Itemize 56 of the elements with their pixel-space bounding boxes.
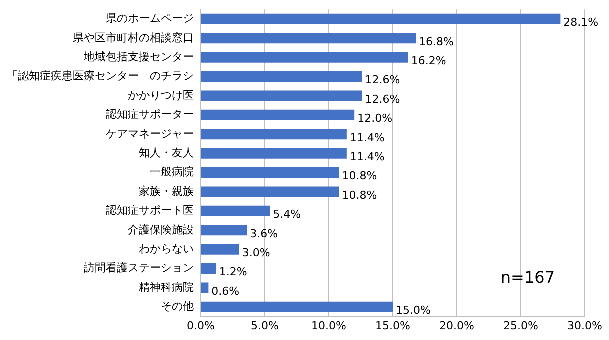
- data-label: 16.2%: [411, 54, 446, 68]
- bar: [202, 14, 561, 24]
- data-label: 10.8%: [342, 188, 378, 202]
- bar: [202, 110, 355, 120]
- bar: [202, 33, 416, 44]
- data-label: 12.0%: [358, 112, 393, 126]
- y-tick-label: 県や区市町村の相談窓口: [73, 31, 194, 44]
- bar: [202, 186, 340, 198]
- bar: [202, 302, 393, 312]
- x-tick-label: 15.0%: [376, 319, 410, 332]
- data-label: 11.4%: [350, 150, 385, 164]
- y-tick-label: 知人・友人: [139, 146, 194, 160]
- y-tick-label: 地域包括支援センター: [83, 50, 194, 64]
- x-tick-label: 5.0%: [251, 319, 279, 332]
- bar: [202, 244, 240, 255]
- y-tick-label: 介護保険施設: [128, 223, 194, 236]
- bar: [202, 52, 408, 63]
- data-label: 3.0%: [242, 246, 270, 260]
- y-tick-label: かかりつけ医: [128, 88, 194, 102]
- bar: [202, 72, 362, 82]
- bar: [202, 90, 362, 102]
- x-tick-label: 0.0%: [187, 319, 215, 332]
- y-tick-label: 認知症サポート医: [106, 204, 194, 218]
- data-label: 15.0%: [396, 304, 431, 318]
- annotation: n=167: [500, 268, 555, 287]
- x-tick-label: 20.0%: [440, 319, 474, 332]
- bar: [202, 129, 347, 140]
- x-tick-label: 10.0%: [312, 319, 346, 332]
- bar: [202, 168, 340, 178]
- y-tick-label: その他: [161, 300, 194, 314]
- data-label: 1.2%: [219, 266, 248, 279]
- y-tick-label: 認知症サポーター: [106, 108, 194, 122]
- y-tick-label: 精神科病院: [139, 280, 194, 294]
- y-tick-label: 「認知症疾患医療センター」のチラシ: [7, 70, 194, 83]
- y-tick-label: 一般病院: [150, 166, 194, 179]
- bar: [202, 225, 248, 236]
- data-label: 16.8%: [419, 35, 454, 48]
- data-label: 0.6%: [212, 284, 240, 298]
- bar: [202, 282, 209, 294]
- y-tick-label: 訪問看護ステーション: [84, 262, 194, 275]
- y-tick-label: 県のホームページ: [106, 12, 194, 26]
- data-label: 11.4%: [350, 131, 385, 144]
- data-label: 12.6%: [365, 92, 400, 106]
- y-tick-label: ケアマネージャー: [106, 127, 194, 140]
- bar: [202, 206, 270, 216]
- data-label: 10.8%: [342, 170, 378, 183]
- data-label: 5.4%: [273, 208, 302, 222]
- data-label: 3.6%: [250, 227, 278, 240]
- x-tick-label: 25.0%: [504, 319, 538, 332]
- bar: [202, 148, 347, 159]
- bar: [202, 264, 216, 274]
- x-tick-label: 30.0%: [568, 319, 602, 332]
- y-tick-label: わからない: [139, 242, 194, 256]
- data-label: 12.6%: [365, 74, 400, 87]
- data-label: 28.1%: [564, 16, 599, 30]
- y-tick-label: 家族・親族: [139, 184, 194, 198]
